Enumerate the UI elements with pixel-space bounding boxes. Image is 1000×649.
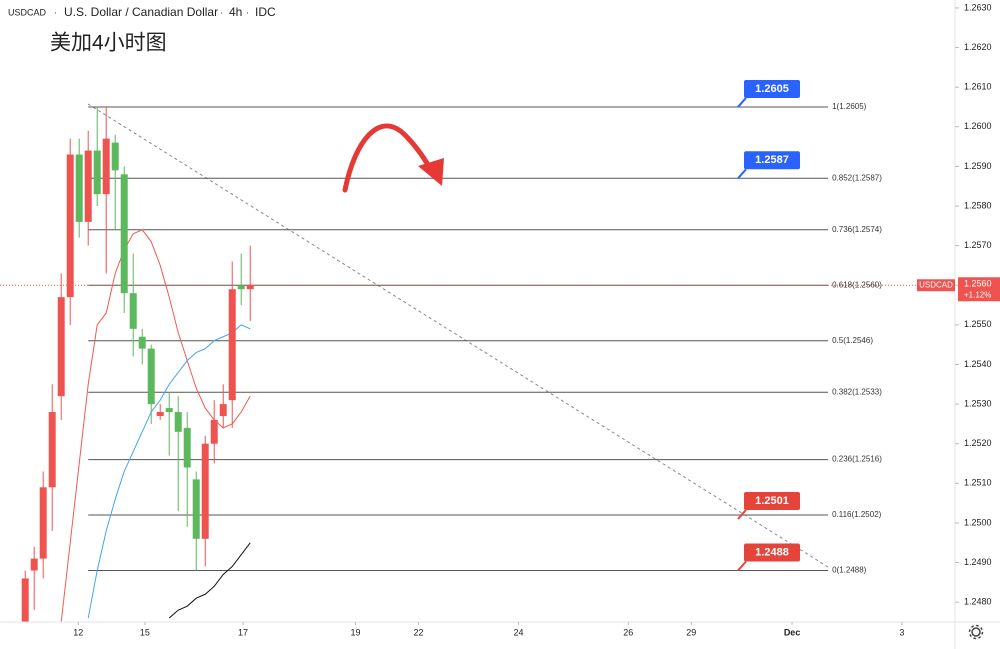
candle-body	[21, 578, 29, 622]
x-tick-label: 26	[623, 627, 633, 637]
callout-pointer	[737, 509, 747, 520]
y-tick-label: 1.2510	[964, 478, 992, 488]
candle-body	[93, 150, 101, 195]
candle-body	[102, 138, 110, 195]
candle-body	[138, 336, 146, 349]
last-price-label: 1.2560	[964, 279, 992, 289]
y-tick-label: 1.2590	[964, 161, 992, 171]
x-tick-label: 12	[73, 627, 83, 637]
last-price-tag	[958, 277, 1000, 302]
moving-average-line	[168, 542, 251, 619]
candle-body	[48, 412, 56, 488]
callout-box	[744, 151, 800, 170]
candle-body	[210, 419, 218, 444]
fib-level-label: 0.618(1.2560)	[832, 280, 882, 289]
y-tick-label: 1.2500	[964, 517, 992, 527]
candle-body	[174, 412, 182, 432]
candle-body	[237, 285, 245, 290]
title-dot: ·	[246, 7, 249, 17]
x-tick-label: 19	[351, 627, 361, 637]
callout-pointer	[737, 168, 747, 179]
x-tick-label: 29	[686, 627, 696, 637]
candle-body	[192, 479, 200, 539]
fib-level-label: 1(1.2605)	[832, 102, 867, 111]
candle-body	[219, 404, 227, 416]
candle-body	[120, 174, 128, 294]
candle-body	[66, 154, 74, 298]
callout-label: 1.2501	[755, 495, 789, 507]
y-tick-label: 1.2620	[964, 42, 992, 52]
candle-body	[183, 427, 191, 468]
moving-average-line	[60, 229, 251, 622]
callout-pointer	[737, 97, 747, 108]
candle-body	[111, 142, 119, 171]
x-tick-label: 3	[899, 627, 904, 637]
title-dot: ·	[54, 7, 57, 17]
candle-body	[75, 154, 83, 222]
fib-level-label: 0.116(1.2502)	[832, 510, 882, 519]
arrow-curve	[342, 123, 433, 193]
annotation: 美加4小时图	[50, 32, 167, 55]
y-tick-label: 1.2570	[964, 240, 992, 250]
callout-label: 1.2605	[755, 83, 789, 95]
title-interval: 4h	[229, 5, 242, 19]
callout-label: 1.2488	[755, 546, 789, 558]
callout-pointer	[737, 560, 747, 572]
y-tick-label: 1.2480	[964, 597, 992, 607]
symbol-tag-label: USDCAD	[919, 280, 953, 289]
x-tick-label: 24	[513, 627, 523, 637]
arrow-head	[418, 158, 444, 186]
moving-average-line	[87, 324, 251, 619]
candle-body	[201, 443, 209, 539]
fib-level-label: 0.852(1.2587)	[832, 173, 882, 182]
fib-level-label: 0.236(1.2516)	[832, 455, 882, 464]
title-name: U.S. Dollar / Canadian Dollar	[64, 5, 218, 19]
candle-body	[165, 408, 173, 413]
y-tick-label: 1.2490	[964, 557, 992, 567]
y-tick-label: 1.2600	[964, 121, 992, 131]
y-tick-label: 1.2550	[964, 319, 992, 329]
x-tick-label: 17	[238, 627, 248, 637]
x-tick-label: 22	[414, 627, 424, 637]
title-symbol: USDCAD	[8, 7, 47, 17]
candle-body	[147, 348, 155, 405]
fib-level-label: 0(1.2488)	[832, 566, 867, 575]
x-tick-label: 15	[140, 627, 150, 637]
y-tick-label: 1.2580	[964, 200, 992, 210]
callout-box	[744, 543, 800, 562]
candle-body	[84, 150, 92, 222]
callout-box	[744, 79, 800, 98]
candle-body	[228, 289, 236, 401]
y-tick-label: 1.2630	[964, 2, 992, 12]
y-tick-label: 1.2610	[964, 82, 992, 92]
title-dot: ·	[220, 7, 223, 17]
fib-level-label: 0.5(1.2546)	[832, 336, 873, 345]
fib-level-label: 0.382(1.2533)	[832, 387, 882, 396]
candle-body	[57, 297, 65, 397]
symbol-tag	[917, 279, 955, 292]
candle-body	[39, 487, 47, 559]
candle-body	[156, 412, 164, 416]
change-label: +1.12%	[964, 290, 991, 299]
trend-line	[87, 103, 829, 568]
y-tick-label: 1.2520	[964, 438, 992, 448]
callout-box	[744, 491, 800, 510]
candle-body	[246, 285, 254, 290]
plot-area	[0, 103, 955, 622]
candle-body	[129, 293, 137, 329]
x-tick-label: Dec	[784, 627, 801, 637]
candle-body	[30, 558, 38, 571]
settings-icon[interactable]	[968, 624, 984, 640]
callout-label: 1.2587	[755, 154, 789, 166]
y-tick-label: 1.2540	[964, 359, 992, 369]
title-source: IDC	[255, 5, 276, 19]
fib-level-label: 0.736(1.2574)	[832, 225, 882, 234]
y-tick-label: 1.2530	[964, 398, 992, 408]
